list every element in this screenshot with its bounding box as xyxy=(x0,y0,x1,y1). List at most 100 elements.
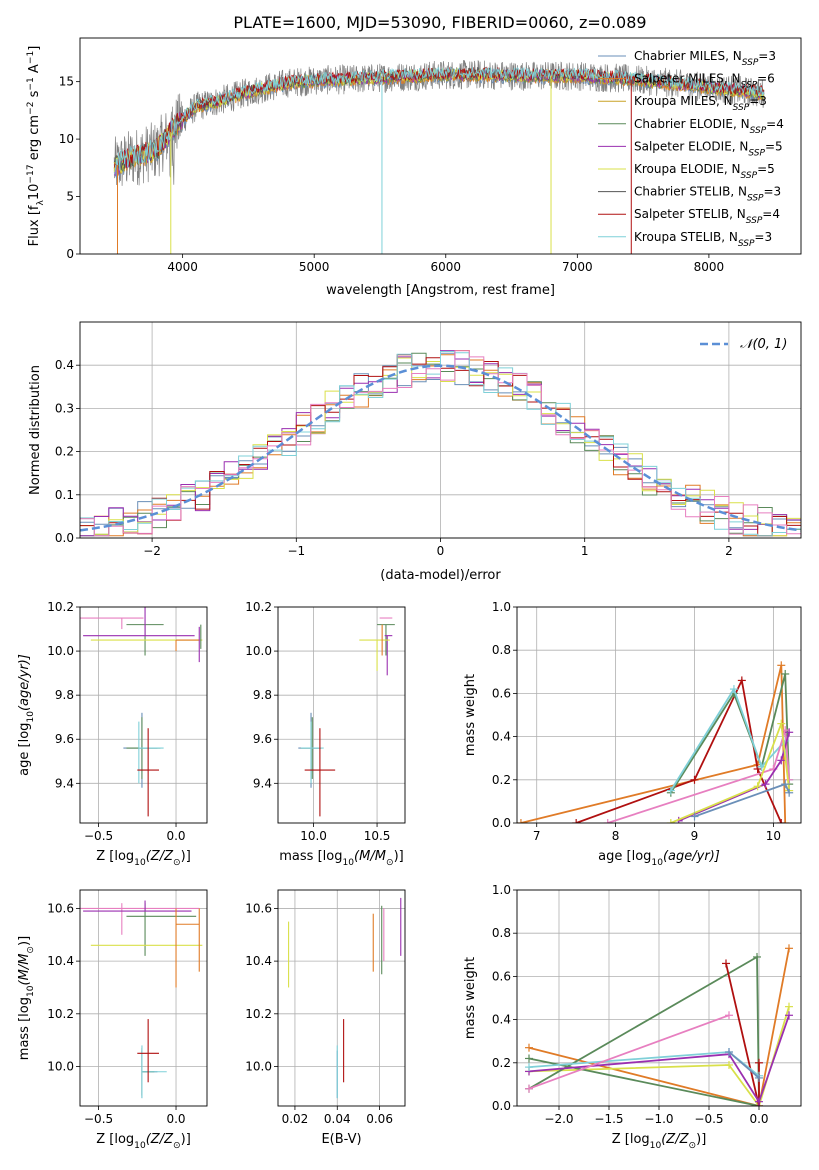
y-tick-label: 9.8 xyxy=(253,688,272,702)
x-tick-label: 10.5 xyxy=(364,829,391,843)
grid xyxy=(517,606,801,824)
y-tick-label: 0.3 xyxy=(55,401,74,415)
weight-line xyxy=(520,665,787,823)
panel-spectrum: 4000 5000 6000 7000 8000 0 5 10 15 wavelength [An… xyxy=(26,37,802,298)
y-tick-label: 1.0 xyxy=(492,883,511,897)
axes-frame xyxy=(79,37,802,255)
x-axis-label: Z [log10(Z/Z⊙)] xyxy=(96,849,191,868)
y-tick-label: 10.4 xyxy=(245,954,272,968)
plot-area xyxy=(288,897,402,1099)
y-tick-label: 5 xyxy=(66,190,74,204)
weight-series xyxy=(525,1048,763,1080)
y-tick-label: 15 xyxy=(59,75,74,89)
panel-mass-weight-vs-age: 7 8 9 10 0.0 0.2 0.4 0.6 0.8 1.0 age [log10(age/yr… xyxy=(463,600,802,868)
x-tick-label: −2.0 xyxy=(544,1112,573,1126)
y-tick-label: 0.6 xyxy=(492,969,511,983)
axes-frame xyxy=(516,606,802,824)
legend-label: Salpeter STELIB, NSSP=4 xyxy=(634,207,780,226)
weight-series xyxy=(603,726,794,823)
y-tick-label: 10.6 xyxy=(47,901,74,915)
legend-label: Kroupa ELODIE, NSSP=5 xyxy=(634,162,775,181)
x-tick-label: 0.04 xyxy=(324,1112,351,1126)
error-bar-point xyxy=(137,728,159,817)
legend-label: Chabrier STELIB, NSSP=3 xyxy=(634,185,781,204)
x-tick-label: 0.0 xyxy=(166,829,185,843)
legend-label: Chabrier MILES, NSSP=3 xyxy=(634,49,776,68)
axes-frame xyxy=(79,321,802,539)
error-bar-point xyxy=(137,1019,159,1083)
y-axis-label: Normed distribution xyxy=(28,365,43,495)
error-bar-point xyxy=(384,635,393,676)
legend-label: Kroupa MILES, NSSP=3 xyxy=(634,94,767,113)
y-tick-label: 10.0 xyxy=(47,644,74,658)
axes-frame xyxy=(516,889,802,1107)
weight-line xyxy=(528,955,760,1106)
y-tick-label: 10.4 xyxy=(47,954,74,968)
x-tick-label: 0.06 xyxy=(366,1112,393,1126)
x-tick-label: 1 xyxy=(581,544,589,558)
error-bar-point xyxy=(141,1050,158,1099)
weight-line xyxy=(528,1014,730,1090)
y-axis-label: Flux [fλ10−17 erg cm−2 s−1 A−1] xyxy=(26,46,46,247)
weight-line xyxy=(528,948,790,1106)
weight-series xyxy=(525,1011,733,1093)
x-axis-label: wavelength [Angstrom, rest frame] xyxy=(326,283,555,298)
plot-area xyxy=(298,617,395,817)
x-tick-label: −1.5 xyxy=(594,1112,623,1126)
axes-frame xyxy=(79,606,208,824)
grid xyxy=(278,890,405,1106)
plot-area xyxy=(80,607,203,817)
plot-area xyxy=(113,59,765,254)
error-bar-point xyxy=(298,712,322,788)
x-tick-label: 7 xyxy=(533,829,541,843)
ticks: 0.02 0.04 0.06 10.0 10.2 10.4 10.6 xyxy=(245,901,393,1126)
grid xyxy=(80,890,207,1106)
y-tick-label: 10 xyxy=(59,132,74,146)
weight-line xyxy=(670,723,791,823)
x-tick-label: −2 xyxy=(143,544,161,558)
x-tick-label: 8 xyxy=(612,829,620,843)
x-tick-label: 2 xyxy=(725,544,733,558)
y-tick-label: 10.2 xyxy=(245,1007,272,1021)
y-axis-label: mass weight xyxy=(463,674,478,756)
plot-area xyxy=(517,661,794,823)
legend: Chabrier MILES, NSSP=3 Salpeter MILES, NS… xyxy=(598,49,784,249)
y-axis-label: mass weight xyxy=(463,957,478,1039)
ticks: 4000 5000 6000 7000 8000 0 5 10 15 xyxy=(59,75,724,274)
x-tick-label: −0.5 xyxy=(84,829,113,843)
y-tick-label: 10.0 xyxy=(47,1059,74,1073)
grid xyxy=(80,606,207,823)
panel-age-vs-Z: −0.5 0.0 9.4 9.6 9.8 10.0 10.2 Z [log10(Z/Z⊙)] a… xyxy=(17,600,208,868)
model-spectrum-line xyxy=(113,66,765,175)
x-tick-label: 5000 xyxy=(299,260,330,274)
x-tick-label: 0.02 xyxy=(282,1112,309,1126)
y-axis-label: age [log10(age/yr)] xyxy=(17,654,36,776)
y-tick-label: 1.0 xyxy=(492,600,511,614)
y-tick-label: 9.6 xyxy=(253,732,272,746)
axes-frame xyxy=(79,889,208,1107)
weight-line xyxy=(607,729,791,823)
error-bar-point xyxy=(175,639,200,652)
y-tick-label: 0.8 xyxy=(492,926,511,940)
ticks: 7 8 9 10 0.0 0.2 0.4 0.6 0.8 1.0 xyxy=(492,600,781,843)
y-tick-label: 0.4 xyxy=(492,730,511,744)
x-axis-label: E(B-V) xyxy=(321,1132,361,1147)
x-tick-label: −0.5 xyxy=(84,1112,113,1126)
legend: 𝒩(0, 1) xyxy=(700,337,787,352)
x-tick-label: 4000 xyxy=(167,260,198,274)
x-tick-label: 6000 xyxy=(430,260,461,274)
x-tick-label: 7000 xyxy=(562,260,593,274)
x-tick-label: −0.5 xyxy=(694,1112,723,1126)
weight-series xyxy=(572,676,786,823)
y-tick-label: 0.1 xyxy=(55,488,74,502)
histogram-step xyxy=(80,350,801,537)
y-tick-label: 10.0 xyxy=(245,1059,272,1073)
weight-series xyxy=(690,780,794,821)
ticks: −0.5 0.0 9.4 9.6 9.8 10.0 10.2 xyxy=(47,600,185,843)
error-bar-point xyxy=(359,639,390,671)
legend-label: Salpeter MILES, NSSP=6 xyxy=(634,72,775,91)
y-tick-label: 9.6 xyxy=(55,732,74,746)
ticks: −2.0 −1.5 −1.0 −0.5 0.0 0.0 0.2 0.4 0.6 0.8 1.0 xyxy=(492,883,769,1126)
y-tick-label: 0.2 xyxy=(492,773,511,787)
